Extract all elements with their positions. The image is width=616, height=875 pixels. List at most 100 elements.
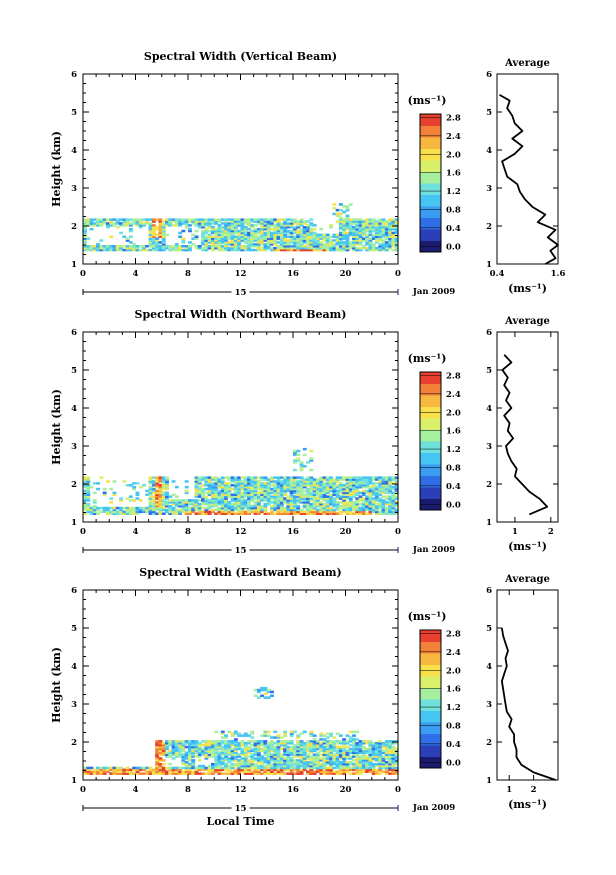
- x-tick-label: 4: [133, 527, 139, 537]
- heatmap-cell: [338, 761, 343, 764]
- heatmap-cell: [371, 243, 376, 246]
- heatmap-cell: [384, 229, 389, 233]
- heatmap-cell: [135, 508, 140, 512]
- heatmap-cell: [299, 231, 304, 235]
- heatmap-cell: [263, 233, 268, 237]
- heatmap-cell: [237, 246, 242, 250]
- heatmap-cell: [394, 501, 399, 504]
- heatmap-cell: [207, 487, 212, 491]
- heatmap-cell: [322, 506, 327, 510]
- heatmap-cell: [217, 740, 222, 743]
- heatmap-cell: [106, 226, 110, 229]
- heatmap-cell: [348, 226, 353, 229]
- heatmap-cell: [204, 499, 209, 502]
- heatmap-cell: [355, 743, 360, 747]
- heatmap-cell: [148, 235, 153, 238]
- heatmap-cell: [270, 248, 274, 252]
- heatmap-cell: [293, 237, 297, 240]
- colorbar-tick-label: 0.4: [446, 482, 461, 492]
- heatmap-cell: [381, 485, 386, 489]
- heatmap-cell: [371, 762, 376, 766]
- heatmap-cell: [355, 233, 360, 237]
- heatmap-cell: [230, 743, 235, 747]
- heatmap-cell: [211, 501, 215, 504]
- heatmap-cell: [106, 510, 110, 514]
- heatmap-cell: [256, 768, 261, 772]
- heatmap-cell: [125, 222, 130, 225]
- heatmap-cell: [250, 510, 255, 514]
- heatmap-cell: [243, 510, 248, 514]
- heatmap-cell: [168, 248, 173, 252]
- heatmap-cell: [161, 239, 166, 242]
- heatmap-cell: [266, 480, 271, 483]
- heatmap-cell: [329, 766, 333, 770]
- heatmap-cell: [358, 743, 363, 747]
- heatmap-cell: [217, 753, 222, 756]
- heatmap-cell: [358, 745, 363, 749]
- heatmap-cell: [286, 231, 291, 235]
- heatmap-cell: [191, 499, 196, 502]
- heatmap-cell: [391, 248, 396, 252]
- colorbar-swatch: [420, 745, 441, 757]
- heatmap-cell: [197, 751, 202, 754]
- heatmap-cell: [99, 218, 104, 221]
- heatmap-cell: [237, 233, 242, 237]
- heatmap-cell: [155, 753, 160, 756]
- heatmap-cell: [184, 772, 189, 775]
- heatmap-cell: [335, 493, 340, 496]
- heatmap-cell: [197, 246, 202, 250]
- heatmap-cell: [306, 740, 310, 743]
- heatmap-cell: [358, 508, 363, 512]
- heatmap-cell: [240, 740, 245, 743]
- heatmap-cell: [371, 501, 376, 504]
- heatmap-cell: [89, 248, 94, 252]
- heatmap-cell: [355, 745, 360, 749]
- heatmap-cell: [204, 510, 209, 514]
- heatmap-cell: [299, 480, 304, 483]
- heatmap-cell: [256, 241, 261, 244]
- heatmap-cell: [289, 762, 294, 766]
- heatmap-cell: [270, 759, 274, 762]
- heatmap-cell: [224, 229, 228, 233]
- heatmap-cell: [201, 747, 205, 751]
- heatmap-cell: [270, 241, 274, 244]
- heatmap-cell: [391, 487, 396, 491]
- heatmap-cell: [194, 768, 199, 772]
- heatmap-cell: [197, 485, 202, 489]
- heatmap-cell: [283, 757, 288, 760]
- heatmap-cell: [338, 745, 343, 749]
- heatmap-cell: [355, 510, 360, 514]
- heatmap-cell: [217, 218, 222, 221]
- heatmap-cell: [227, 246, 232, 250]
- heatmap-cell: [211, 495, 215, 498]
- heatmap-cell: [352, 738, 356, 741]
- heatmap-cell: [365, 761, 370, 764]
- heatmap-cell: [128, 248, 133, 252]
- heatmap-cell: [115, 248, 120, 252]
- heatmap-cell: [293, 762, 297, 766]
- heatmap-cell: [217, 239, 222, 242]
- heatmap-cell: [266, 768, 271, 772]
- heatmap-cell: [214, 768, 219, 772]
- heatmap-cell: [214, 749, 219, 753]
- heatmap-cell: [89, 772, 94, 775]
- heatmap-cell: [132, 222, 137, 225]
- heatmap-cell: [227, 506, 232, 510]
- heatmap-cell: [391, 501, 396, 504]
- heatmap-cell: [352, 766, 356, 770]
- heatmap-cell: [250, 761, 255, 764]
- heatmap-cell: [233, 751, 238, 754]
- heatmap-cell: [86, 224, 91, 227]
- heatmap-cell: [188, 766, 192, 770]
- heatmap-cell: [256, 482, 261, 485]
- heatmap-cell: [142, 224, 146, 227]
- heatmap-cell: [184, 248, 189, 252]
- heatmap-cell: [325, 508, 330, 512]
- heatmap-cell: [299, 745, 304, 749]
- heatmap-cell: [201, 231, 205, 235]
- heatmap-cell: [240, 512, 245, 515]
- heatmap-cell: [322, 757, 327, 760]
- heatmap-cell: [286, 245, 291, 248]
- heatmap-cell: [253, 227, 258, 231]
- heatmap-cell: [217, 772, 222, 775]
